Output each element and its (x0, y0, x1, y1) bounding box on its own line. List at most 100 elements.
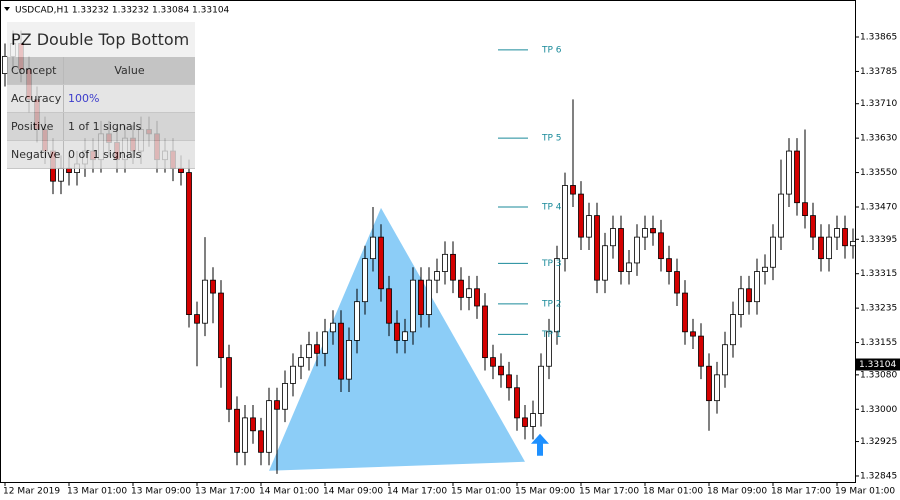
candle-body (610, 228, 616, 247)
x-tick-label: 13 Mar 09:00 (131, 487, 191, 497)
candle-body (842, 228, 848, 247)
y-tick-label: 1.33000 (860, 405, 897, 415)
y-tick-label: 1.33155 (860, 338, 897, 348)
x-tick-label: 19 Mar 01:00 (835, 487, 895, 497)
candle-body (522, 417, 528, 427)
candle-body (538, 365, 544, 414)
x-tick-label: 14 Mar 09:00 (323, 487, 383, 497)
candle-body (570, 185, 576, 195)
candle-body (234, 408, 240, 453)
candle-body (426, 279, 432, 315)
candle-body (298, 357, 304, 367)
menu-arrow[interactable] (4, 7, 10, 11)
candle-body (226, 357, 232, 410)
candle-body (370, 236, 376, 260)
panel-row: Accuracy 100% (7, 85, 195, 113)
candle-body (530, 413, 536, 427)
y-tick-label: 1.32845 (860, 471, 897, 481)
tp-label: TP 4 (541, 203, 562, 213)
col-header: Value (114, 64, 145, 77)
tp-label: TP 2 (541, 299, 562, 309)
candle-body (794, 150, 800, 204)
candle-body (826, 236, 832, 260)
x-tick-label: 13 Mar 01:00 (67, 487, 127, 497)
cell: Positive (7, 113, 64, 140)
candle-body (714, 374, 720, 402)
candle-body (674, 271, 680, 294)
candle-body (754, 271, 760, 303)
candle-body (362, 258, 368, 303)
candle-body (186, 172, 192, 315)
candle-body (250, 417, 256, 432)
cell: Negative (7, 141, 64, 168)
y-tick-label: 1.33550 (860, 168, 897, 178)
candle-body (490, 357, 496, 367)
candle-body (210, 279, 216, 294)
candle-body (698, 335, 704, 367)
current-price-box (856, 358, 900, 371)
candle-body (266, 400, 272, 453)
candle-body (602, 245, 608, 281)
candle-body (314, 344, 320, 354)
candle-body (506, 374, 512, 389)
x-tick-label: 13 Mar 17:00 (195, 487, 255, 497)
cell: 100% (68, 92, 100, 105)
panel-row: Positive 1 of 1 signals (7, 113, 195, 141)
candle-body (770, 236, 776, 268)
candle-body (466, 288, 472, 298)
candle-body (786, 150, 792, 195)
candle-body (282, 383, 288, 410)
candle-body (594, 215, 600, 281)
x-tick-label: 18 Mar 17:00 (771, 487, 831, 497)
chart-header: USDCAD,H1 1.33232 1.33232 1.33084 1.3310… (15, 6, 230, 16)
candle-body (434, 271, 440, 281)
candle-body (202, 279, 208, 324)
candle-body (458, 279, 464, 298)
candle-body (242, 417, 248, 453)
candle-body (450, 253, 456, 281)
candle-body (834, 228, 840, 238)
y-tick-label: 1.33710 (860, 99, 897, 109)
y-tick-label: 1.33395 (860, 235, 897, 245)
candle-body (274, 400, 280, 410)
candle-body (402, 331, 408, 341)
x-tick-label: 15 Mar 17:00 (579, 487, 639, 497)
candle-body (802, 202, 808, 217)
x-tick-label: 18 Mar 09:00 (707, 487, 767, 497)
candle-body (746, 288, 752, 303)
x-tick-label: 14 Mar 01:00 (259, 487, 319, 497)
col-header: Concept (7, 57, 64, 84)
x-tick-label: 18 Mar 01:00 (643, 487, 703, 497)
cell: 0 of 1 signals (68, 148, 142, 161)
candle-body (378, 236, 384, 290)
candle-body (258, 430, 264, 453)
candle-body (762, 266, 768, 272)
y-tick-label: 1.33630 (860, 134, 897, 144)
candle-body (738, 288, 744, 315)
candle-body (586, 215, 592, 238)
candle-body (418, 279, 424, 315)
candle-body (546, 331, 552, 367)
y-tick-label: 1.33865 (860, 33, 897, 43)
candle-body (554, 258, 560, 333)
candle-body (810, 215, 816, 238)
candle-body (394, 322, 400, 341)
x-tick-label: 15 Mar 09:00 (515, 487, 575, 497)
candle-body (474, 288, 480, 307)
candle-body (690, 331, 696, 337)
candle-body (338, 322, 344, 380)
cell: 1 of 1 signals (68, 120, 142, 133)
candle-body (722, 344, 728, 376)
candle-body (514, 387, 520, 419)
candle-body (634, 236, 640, 264)
y-tick-label: 1.33470 (860, 203, 897, 213)
panel-header: Concept Value (7, 57, 195, 85)
candle-body (482, 305, 488, 359)
candle-body (642, 228, 648, 238)
candle-body (306, 344, 312, 359)
candle-body (58, 167, 64, 182)
y-tick-label: 1.32925 (860, 437, 897, 447)
candle-body (850, 241, 856, 247)
tp-label: TP 5 (541, 134, 562, 144)
